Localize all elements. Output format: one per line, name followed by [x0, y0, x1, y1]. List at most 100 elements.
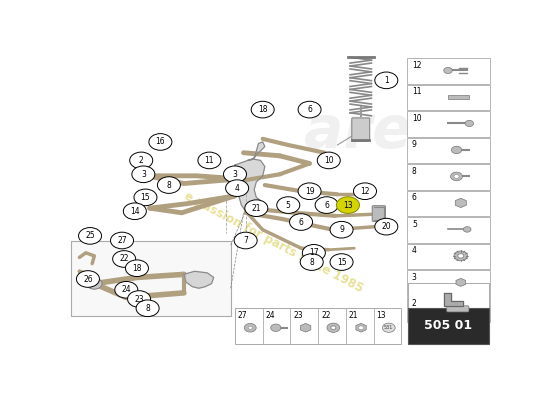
Bar [407, 297, 490, 322]
Text: 6: 6 [307, 105, 312, 114]
Circle shape [298, 101, 321, 118]
Polygon shape [233, 159, 265, 213]
Circle shape [298, 183, 321, 200]
Bar [408, 284, 488, 308]
Bar [407, 138, 490, 163]
Circle shape [130, 152, 153, 169]
Text: 8: 8 [309, 258, 314, 266]
Text: 9: 9 [412, 140, 417, 150]
FancyBboxPatch shape [408, 308, 488, 344]
Circle shape [244, 324, 256, 332]
Text: 5: 5 [286, 200, 291, 210]
Circle shape [128, 291, 151, 307]
Bar [407, 218, 490, 243]
Circle shape [289, 214, 312, 230]
Text: 12: 12 [412, 61, 421, 70]
FancyBboxPatch shape [372, 206, 386, 222]
Circle shape [300, 254, 323, 270]
Circle shape [302, 244, 326, 261]
Circle shape [331, 326, 336, 330]
Text: 505 01: 505 01 [424, 320, 472, 332]
Text: 18: 18 [258, 105, 267, 114]
FancyBboxPatch shape [352, 118, 370, 141]
Bar [407, 85, 490, 110]
Circle shape [251, 101, 274, 118]
Text: 8: 8 [412, 167, 417, 176]
Text: 7: 7 [243, 236, 248, 245]
Bar [407, 270, 490, 296]
Text: 15: 15 [141, 193, 150, 202]
Text: 531: 531 [384, 325, 393, 330]
Text: 3: 3 [141, 170, 146, 179]
Text: 18: 18 [132, 264, 142, 273]
Text: 22: 22 [119, 254, 129, 264]
Text: 12: 12 [360, 187, 370, 196]
Text: 21: 21 [349, 311, 358, 320]
Circle shape [234, 232, 257, 249]
Circle shape [315, 197, 338, 213]
Circle shape [330, 254, 353, 270]
Text: 4: 4 [235, 184, 240, 193]
Text: 10: 10 [324, 156, 333, 165]
Text: 11: 11 [205, 156, 214, 165]
Text: e passion for parts since 1985: e passion for parts since 1985 [182, 189, 365, 295]
Circle shape [198, 152, 221, 169]
Circle shape [123, 203, 146, 220]
Text: 13: 13 [377, 311, 386, 320]
Text: 5: 5 [412, 220, 417, 229]
Circle shape [354, 183, 377, 200]
Text: 9: 9 [339, 225, 344, 234]
Circle shape [87, 278, 102, 289]
Bar [448, 94, 469, 100]
Circle shape [113, 251, 136, 267]
Polygon shape [184, 271, 213, 288]
Text: 24: 24 [266, 311, 276, 320]
Polygon shape [248, 142, 265, 160]
Text: 6: 6 [324, 200, 329, 210]
Text: 20: 20 [382, 222, 391, 231]
Text: 23: 23 [134, 294, 144, 304]
Circle shape [132, 166, 155, 182]
Text: 11: 11 [412, 88, 421, 96]
Circle shape [245, 200, 268, 216]
Text: 3: 3 [233, 170, 238, 179]
FancyBboxPatch shape [447, 306, 469, 312]
Circle shape [452, 146, 461, 154]
Circle shape [375, 72, 398, 89]
Text: 6: 6 [412, 193, 417, 202]
Circle shape [223, 166, 246, 182]
Text: 8: 8 [145, 304, 150, 313]
Bar [407, 58, 490, 84]
Circle shape [337, 197, 360, 213]
Text: 14: 14 [130, 207, 140, 216]
Text: 15: 15 [337, 258, 346, 266]
Text: 13: 13 [343, 200, 353, 210]
Text: 22: 22 [321, 311, 331, 320]
Circle shape [157, 177, 180, 193]
Text: 25: 25 [85, 231, 95, 240]
Circle shape [226, 180, 249, 196]
Circle shape [111, 232, 134, 249]
Text: 2: 2 [412, 299, 417, 308]
Text: 21: 21 [251, 204, 261, 213]
Circle shape [248, 326, 252, 329]
Text: 27: 27 [238, 311, 248, 320]
Text: 19: 19 [305, 187, 315, 196]
Circle shape [115, 282, 138, 298]
Text: 24: 24 [122, 285, 131, 294]
Bar [235, 308, 402, 344]
Text: 1: 1 [384, 76, 389, 85]
Text: 17: 17 [309, 248, 318, 257]
Circle shape [454, 174, 459, 178]
Text: 16: 16 [156, 138, 165, 146]
Circle shape [465, 120, 474, 126]
Bar [407, 164, 490, 190]
Text: 27: 27 [117, 236, 127, 245]
Circle shape [125, 260, 148, 276]
Bar [407, 191, 490, 216]
Circle shape [79, 228, 102, 244]
Circle shape [136, 300, 159, 316]
Circle shape [454, 251, 468, 261]
Bar [71, 240, 231, 316]
Text: 26: 26 [83, 274, 93, 284]
